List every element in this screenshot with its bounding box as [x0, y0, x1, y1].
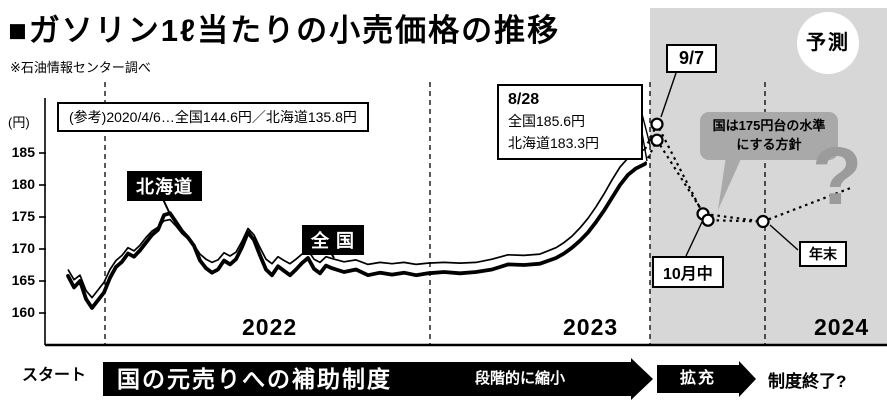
- label-9-7: 9/7: [666, 44, 718, 73]
- page-title: ■ガソリン1ℓ当たりの小売価格の推移: [8, 13, 561, 48]
- series-label-hokkaido: 北海道: [127, 171, 202, 201]
- series-label-zenkoku: 全 国: [302, 225, 365, 255]
- forecast-marker: [701, 213, 715, 227]
- label-9-7-pointer: [660, 72, 677, 118]
- source-note: ※石油情報センター調べ: [10, 60, 151, 75]
- y-axis-tick-label: 175: [11, 208, 35, 224]
- annotation-8-28: 8/28 全国185.6円 北海道183.3円: [497, 84, 643, 160]
- label-october: 10月中: [652, 256, 724, 288]
- reference-note: (参考)2020/4/6…全国144.6円／北海道135.8円: [57, 102, 369, 132]
- label-yearend-pointer: [769, 224, 799, 251]
- y-axis-tick-label: 180: [11, 176, 35, 192]
- y-axis-tick-label: 170: [11, 240, 35, 256]
- y-axis-tick-label: 165: [11, 272, 35, 288]
- year-label-2024: 2024: [814, 314, 870, 340]
- year-label-2022: 2022: [242, 314, 298, 340]
- y-axis-unit: (円): [8, 115, 30, 130]
- policy-note: 国は175円台の水準にする方針: [700, 112, 838, 160]
- policy-note-pointer: [718, 150, 745, 210]
- question-mark: ?: [812, 131, 863, 222]
- subsidy-arrow-head-icon: [631, 358, 653, 400]
- year-label-2023: 2023: [563, 314, 619, 340]
- end-label: 制度終了?: [768, 372, 847, 391]
- subsidy-arrow-bar: 国の元売りへの補助制度 段階的に縮小: [103, 362, 631, 396]
- y-axis-tick-label: 160: [11, 304, 35, 320]
- series-hokkaido: [66, 161, 647, 310]
- expand-arrow: 拡充: [657, 361, 761, 399]
- forecast-badge: 予測: [797, 12, 859, 74]
- label-october-pointer: [685, 221, 703, 257]
- forecast-marker: [650, 133, 664, 147]
- expand-arrow-head-icon: [739, 361, 756, 397]
- forecast-marker: [650, 117, 664, 131]
- expand-label: 拡充: [679, 370, 716, 387]
- expand-arrow-bar: 拡充: [657, 365, 739, 393]
- series-zenkoku: [67, 148, 646, 299]
- y-axis-tick-label: 185: [11, 144, 35, 160]
- subsidy-label: 国の元売りへの補助制度: [117, 366, 392, 392]
- annotation-date: 8/28: [508, 91, 540, 108]
- forecast-marker: [756, 214, 770, 229]
- subsidy-arrow: 国の元売りへの補助制度 段階的に縮小: [103, 356, 655, 402]
- annotation-zenkoku-price: 全国185.6円: [508, 113, 586, 129]
- series-hokkaido-forecast: [644, 137, 764, 223]
- label-yearend: 年末: [799, 241, 847, 267]
- start-label: スタート: [22, 367, 87, 384]
- annotation-hokkaido-price: 北海道183.3円: [508, 135, 600, 151]
- shrink-label: 段階的に縮小: [475, 370, 566, 387]
